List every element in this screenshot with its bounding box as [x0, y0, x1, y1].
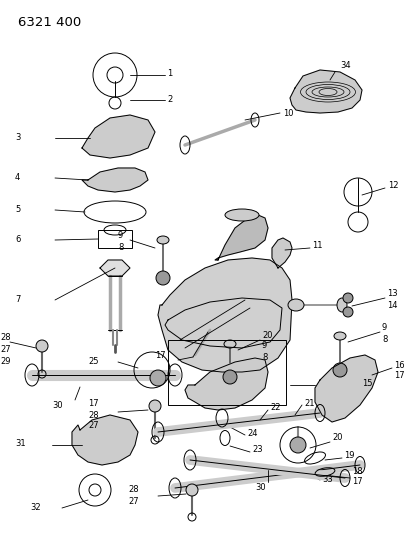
Ellipse shape — [288, 299, 304, 311]
Ellipse shape — [224, 340, 236, 348]
Text: 5: 5 — [15, 206, 20, 214]
Circle shape — [223, 370, 237, 384]
Text: 14: 14 — [387, 302, 397, 311]
Text: 17: 17 — [88, 400, 99, 408]
Text: 11: 11 — [312, 241, 322, 251]
Text: 6: 6 — [15, 236, 20, 245]
Polygon shape — [272, 238, 292, 268]
Ellipse shape — [334, 332, 346, 340]
Text: 28: 28 — [88, 410, 99, 419]
Polygon shape — [82, 168, 148, 192]
Text: 8: 8 — [382, 335, 387, 344]
Text: 2: 2 — [167, 95, 172, 104]
Text: 27: 27 — [0, 345, 11, 354]
Circle shape — [333, 363, 347, 377]
Text: 17: 17 — [155, 351, 166, 359]
Text: 20: 20 — [262, 332, 273, 341]
Text: 27: 27 — [88, 422, 99, 431]
Circle shape — [343, 293, 353, 303]
Circle shape — [156, 271, 170, 285]
Text: 8: 8 — [118, 244, 123, 253]
Polygon shape — [100, 260, 130, 276]
Text: 19: 19 — [344, 451, 355, 461]
Text: 13: 13 — [387, 289, 398, 298]
Text: 25: 25 — [88, 358, 98, 367]
Text: 30: 30 — [255, 483, 266, 492]
Text: 20: 20 — [332, 433, 342, 442]
Text: 17: 17 — [352, 478, 363, 487]
Text: 33: 33 — [322, 475, 333, 484]
Text: 30: 30 — [52, 400, 62, 409]
Circle shape — [290, 437, 306, 453]
Text: 9: 9 — [262, 342, 267, 351]
Text: 10: 10 — [283, 109, 293, 117]
Text: 31: 31 — [15, 439, 26, 448]
Ellipse shape — [337, 298, 347, 312]
Polygon shape — [315, 355, 378, 422]
Text: 7: 7 — [15, 295, 20, 304]
Polygon shape — [158, 258, 292, 372]
Text: 27: 27 — [128, 497, 139, 505]
Text: 9: 9 — [118, 231, 123, 240]
Text: 18: 18 — [352, 467, 363, 477]
Polygon shape — [72, 415, 138, 465]
Text: 16: 16 — [394, 360, 405, 369]
Text: 21: 21 — [304, 399, 315, 408]
Text: 32: 32 — [30, 504, 41, 513]
Text: 34: 34 — [340, 61, 350, 69]
Ellipse shape — [225, 209, 259, 221]
Text: 22: 22 — [270, 403, 281, 413]
Bar — [98, 230, 132, 248]
Polygon shape — [290, 70, 362, 113]
Text: 23: 23 — [252, 446, 263, 455]
Text: 28: 28 — [0, 334, 11, 343]
Text: 24: 24 — [247, 429, 257, 438]
Ellipse shape — [157, 236, 169, 244]
Circle shape — [343, 307, 353, 317]
Text: 28: 28 — [128, 486, 139, 495]
Text: 4: 4 — [15, 174, 20, 182]
Text: 15: 15 — [362, 378, 373, 387]
Bar — [168, 340, 286, 405]
Circle shape — [149, 400, 161, 412]
Polygon shape — [215, 215, 268, 260]
Circle shape — [150, 370, 166, 386]
Circle shape — [36, 340, 48, 352]
Polygon shape — [185, 358, 268, 410]
Text: 29: 29 — [0, 358, 11, 367]
Text: 17: 17 — [394, 372, 405, 381]
Text: 12: 12 — [388, 182, 399, 190]
Text: 6321 400: 6321 400 — [18, 16, 81, 29]
Polygon shape — [82, 115, 155, 158]
Text: 9: 9 — [382, 324, 387, 333]
Text: 1: 1 — [167, 69, 172, 77]
Text: 8: 8 — [262, 352, 267, 361]
Circle shape — [186, 484, 198, 496]
Text: 3: 3 — [15, 133, 20, 142]
